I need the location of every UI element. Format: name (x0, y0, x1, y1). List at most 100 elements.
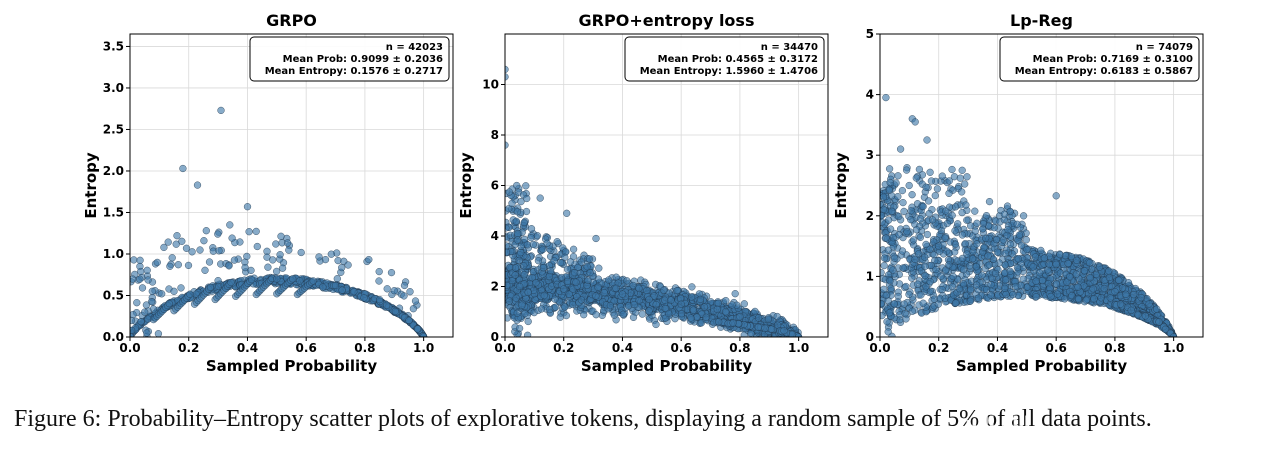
chart-title: GRPO (266, 11, 317, 30)
data-point (594, 275, 603, 283)
data-point (561, 253, 569, 261)
data-point (511, 271, 519, 279)
y-tick-label: 1.5 (103, 205, 124, 219)
data-point (909, 236, 918, 244)
data-point (1036, 269, 1044, 277)
data-point (903, 228, 911, 236)
data-point (894, 172, 902, 180)
data-point (645, 295, 653, 304)
data-point (520, 218, 528, 227)
data-point (1006, 240, 1015, 248)
data-point (1014, 255, 1022, 263)
data-point (563, 209, 571, 217)
data-point (973, 240, 981, 248)
data-point (214, 276, 222, 285)
data-point (338, 263, 346, 272)
y-tick-label: 4 (491, 229, 499, 243)
data-point (967, 285, 975, 294)
data-point (1064, 259, 1072, 268)
x-tick-label: 0.0 (494, 341, 515, 355)
data-point (1032, 293, 1040, 301)
data-point (980, 243, 988, 251)
data-point (226, 221, 234, 229)
data-point (137, 267, 145, 276)
data-point (926, 278, 934, 286)
data-point (1066, 273, 1074, 281)
data-point (405, 316, 413, 325)
data-point (565, 290, 573, 298)
data-point (971, 207, 979, 215)
data-point (143, 266, 151, 274)
data-point (540, 291, 548, 300)
scatter-points (130, 106, 428, 337)
data-point (713, 305, 721, 314)
x-axis-label: Sampled Probability (581, 357, 752, 375)
data-point (277, 232, 285, 240)
data-point (1032, 277, 1040, 285)
data-point (1153, 305, 1161, 313)
data-point (1115, 276, 1123, 284)
data-point (170, 287, 178, 295)
data-point (520, 271, 528, 279)
data-point (182, 244, 191, 252)
data-point (971, 227, 979, 235)
data-point (569, 245, 578, 253)
data-point (1013, 220, 1021, 228)
y-axis-label: Entropy (82, 152, 100, 219)
data-point (553, 238, 561, 246)
stats-line: Mean Prob: 0.4565 ± 0.3172 (658, 54, 818, 65)
data-point (583, 263, 591, 271)
data-point (736, 313, 744, 321)
data-point (880, 311, 886, 320)
data-point (623, 277, 631, 285)
data-point (696, 295, 705, 304)
data-point (1074, 283, 1082, 291)
x-tick-label: 0.8 (729, 341, 750, 355)
data-point (1086, 259, 1094, 267)
data-point (934, 300, 942, 308)
data-point (908, 274, 916, 282)
data-point (700, 303, 709, 311)
data-point (147, 297, 156, 306)
data-point (512, 294, 520, 302)
chart-title: GRPO+entropy loss (579, 11, 755, 30)
data-point (534, 257, 543, 265)
data-point (979, 220, 988, 228)
data-point (524, 288, 532, 297)
data-point (160, 243, 168, 252)
data-point (522, 182, 530, 190)
data-point (1095, 263, 1104, 271)
data-point (513, 236, 522, 244)
data-point (327, 250, 335, 258)
data-point (247, 275, 256, 284)
data-point (635, 284, 643, 293)
data-point (319, 283, 327, 291)
data-point (1053, 290, 1062, 298)
stats-line: n = 42023 (386, 42, 443, 53)
data-point (511, 264, 520, 272)
y-tick-label: 2.0 (103, 164, 124, 178)
data-point (948, 211, 956, 220)
stats-line: Mean Entropy: 1.5960 ± 1.4706 (640, 66, 818, 77)
data-point (278, 264, 287, 272)
data-point (951, 248, 959, 256)
data-point (902, 166, 911, 174)
data-point (243, 252, 251, 261)
data-point (1086, 273, 1094, 282)
data-point (200, 237, 208, 245)
data-point (406, 288, 414, 296)
data-point (652, 300, 660, 309)
data-point (987, 280, 995, 289)
data-point (652, 320, 660, 329)
data-point (951, 203, 960, 211)
data-point (1105, 267, 1113, 275)
data-point (938, 285, 946, 294)
data-point (941, 234, 949, 242)
data-point (574, 263, 582, 271)
data-point (563, 277, 572, 286)
data-point (391, 307, 399, 316)
data-point (931, 191, 939, 200)
figure-svg: 0.0 0.2 0.4 0.6 0.8 1.00.00.51.01.52.02.53.03… (82, 11, 1204, 375)
data-point (919, 202, 927, 211)
data-point (645, 307, 653, 315)
